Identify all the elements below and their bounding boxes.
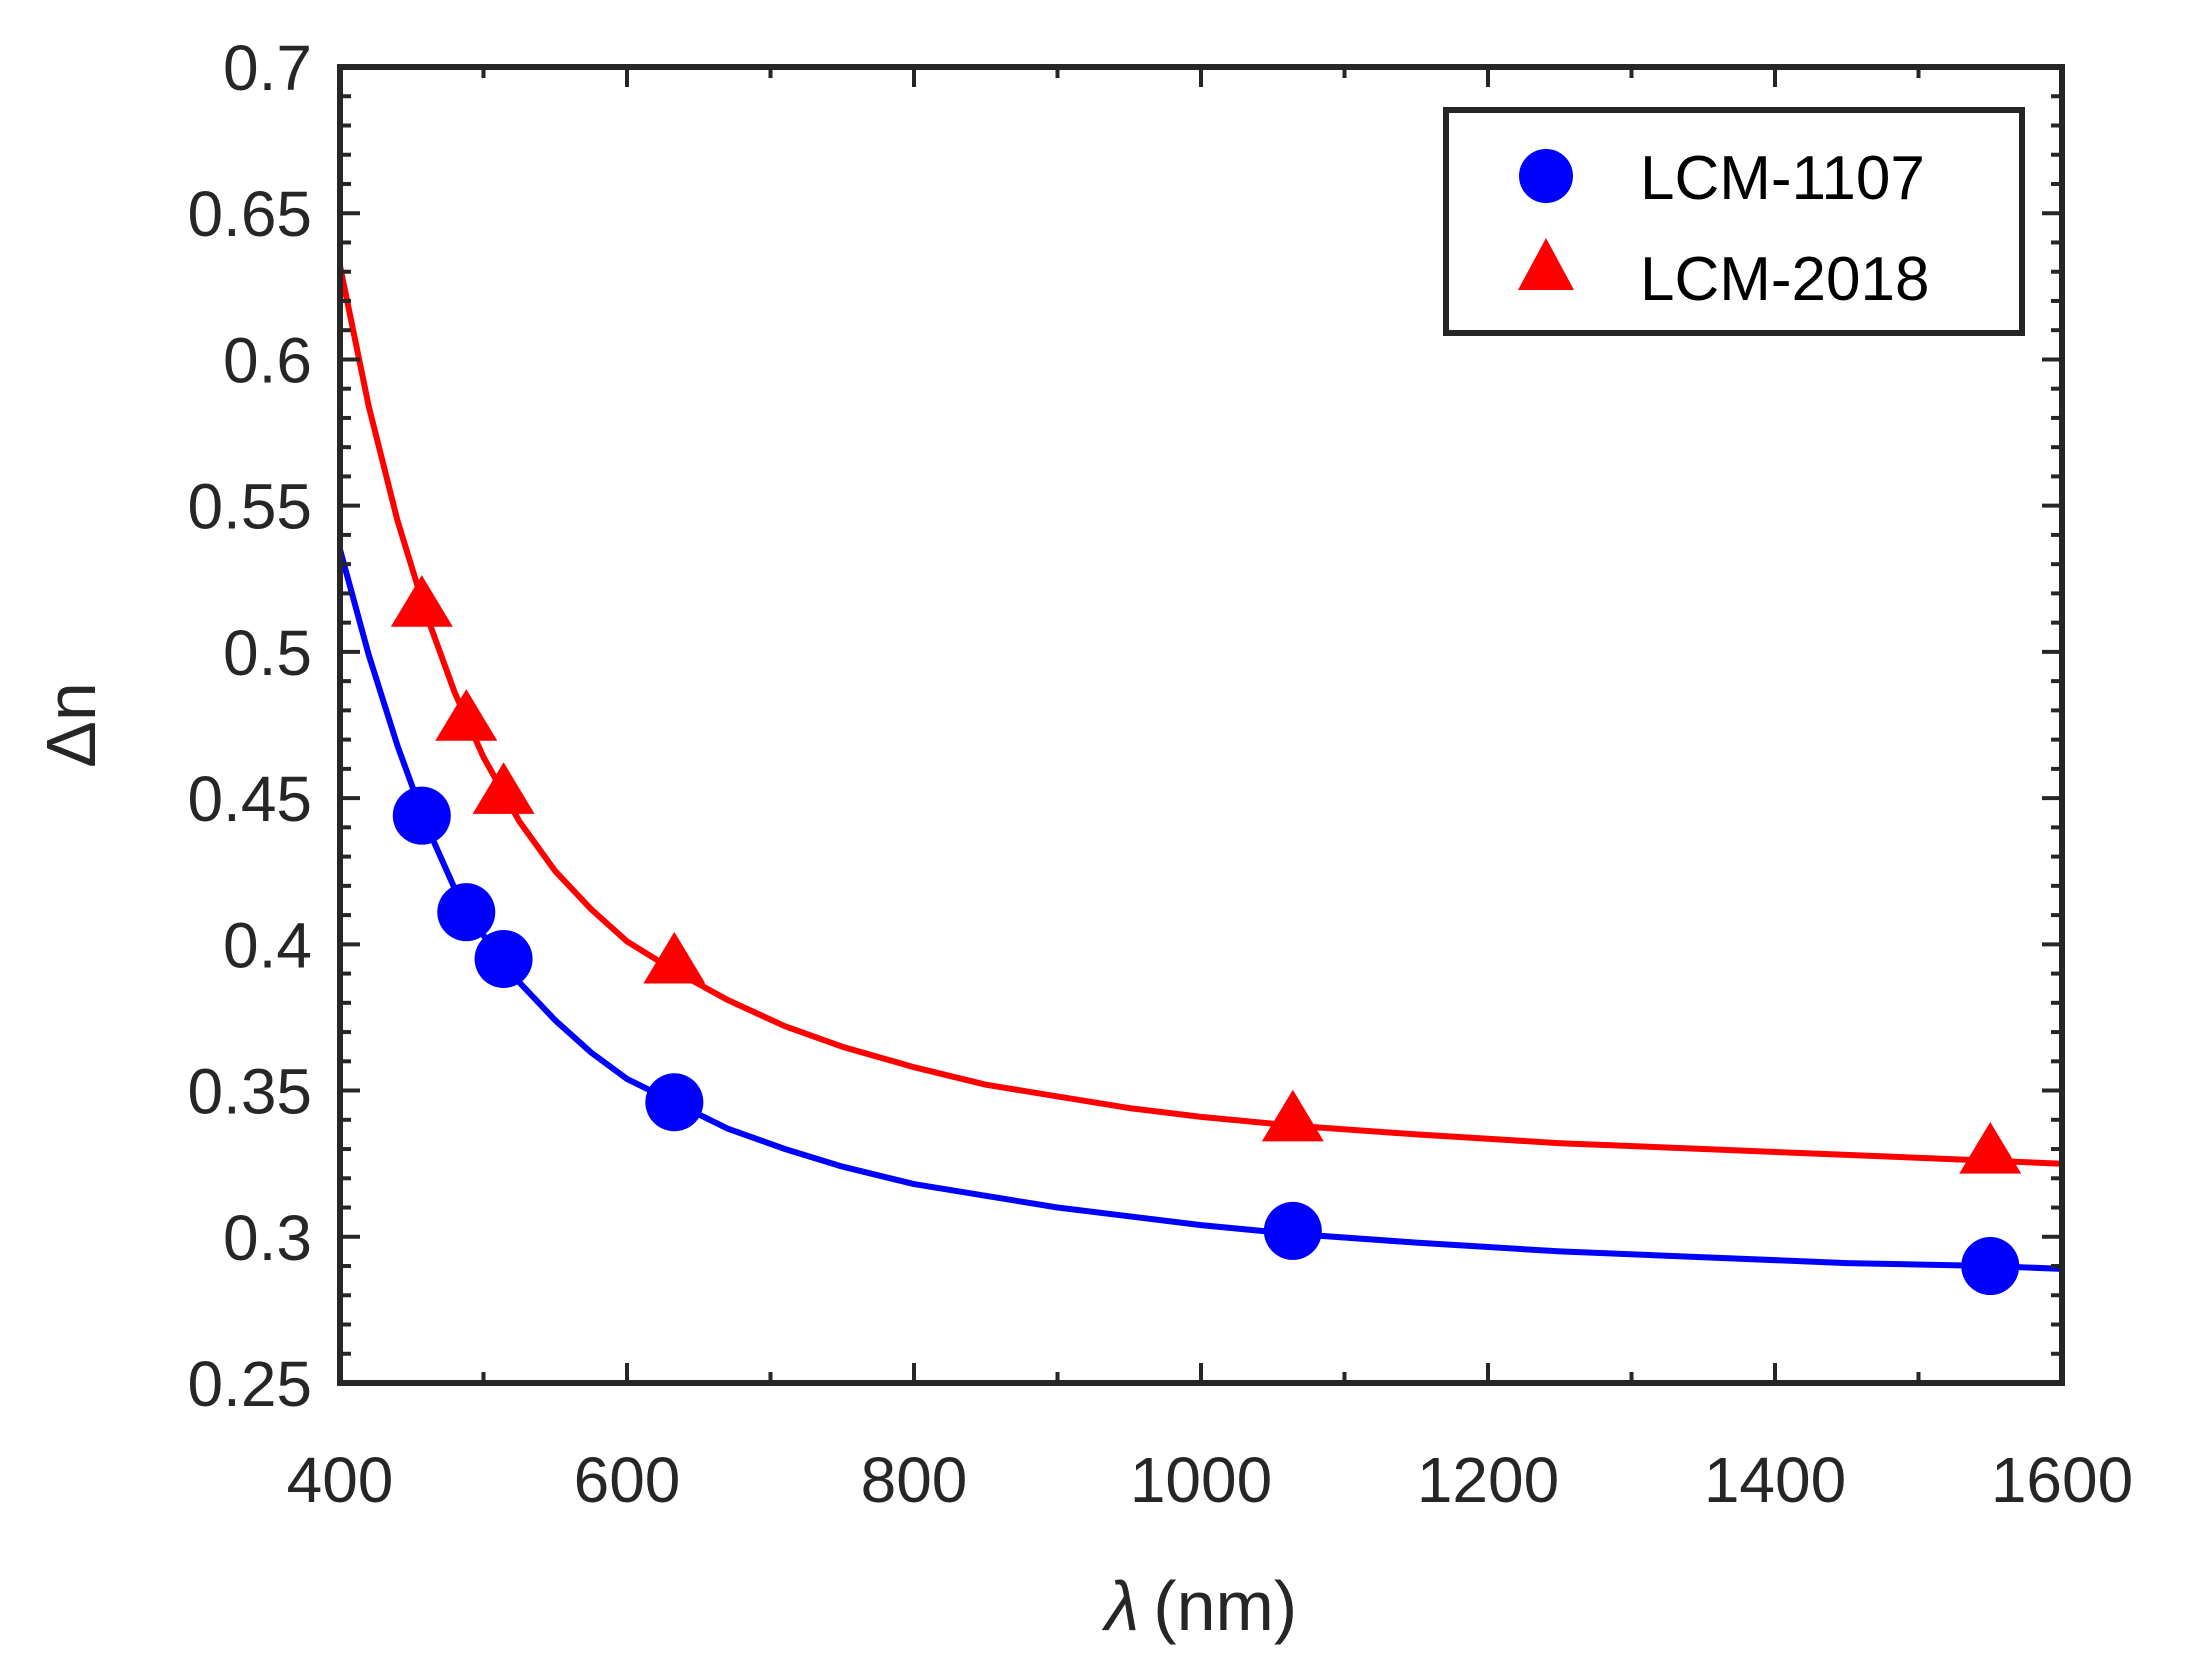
data-point-lcm-2018	[1959, 1121, 2022, 1174]
data-point-lcm-1107	[474, 929, 533, 988]
data-point-lcm-2018	[472, 762, 535, 814]
y-tick-label: 0.25	[187, 1348, 312, 1420]
x-axis-label: λ (nm)	[1101, 1567, 1297, 1645]
data-point-lcm-2018	[435, 689, 498, 741]
y-tick-label: 0.4	[223, 909, 312, 981]
y-tick-label: 0.35	[187, 1056, 312, 1128]
y-tick-label: 0.7	[223, 32, 312, 104]
tick-label-layer: 400 600 800 1000 1200 1400 1600 0.25 0.3 0.35 0.4 0…	[187, 32, 2133, 1516]
x-axis-unit: (nm)	[1153, 1567, 1297, 1645]
data-point-lcm-2018	[643, 931, 706, 984]
x-tick-label: 400	[287, 1444, 394, 1516]
y-tick-label: 0.55	[187, 471, 312, 543]
data-point-lcm-1107	[645, 1073, 704, 1132]
plot-area-frame	[337, 64, 2065, 1386]
x-tick-label: 1400	[1704, 1444, 1846, 1516]
data-point-lcm-1107	[1961, 1237, 2020, 1296]
y-tick-label: 0.65	[187, 178, 312, 250]
data-point-lcm-1107	[1263, 1201, 1322, 1260]
y-tick-label: 0.6	[223, 324, 312, 396]
legend-marker-lcm-2018	[1518, 238, 1574, 290]
y-tick-label: 0.3	[223, 1202, 312, 1274]
data-point-lcm-1107	[392, 786, 451, 845]
x-tick-label: 600	[574, 1444, 681, 1516]
series-layer	[337, 262, 2065, 1296]
x-tick-label: 1200	[1417, 1444, 1559, 1516]
y-tick-label: 0.5	[223, 617, 312, 689]
legend-label-lcm-2018: LCM-2018	[1640, 245, 1929, 314]
data-point-lcm-2018	[1261, 1089, 1324, 1142]
data-point-lcm-2018	[390, 575, 453, 627]
y-axis-label: Δn	[32, 682, 110, 768]
data-point-lcm-1107	[437, 883, 496, 942]
y-tick-label: 0.45	[187, 763, 312, 835]
legend: LCM-1107 LCM-2018	[1443, 107, 2025, 336]
legend-box	[1443, 107, 2025, 336]
legend-label-lcm-1107: LCM-1107	[1640, 144, 1925, 213]
legend-marker-lcm-1107	[1519, 149, 1573, 203]
x-tick-label: 1600	[1991, 1444, 2133, 1516]
x-tick-label: 1000	[1130, 1444, 1272, 1516]
x-axis-symbol: λ	[1101, 1567, 1139, 1645]
x-tick-label: 800	[861, 1444, 968, 1516]
